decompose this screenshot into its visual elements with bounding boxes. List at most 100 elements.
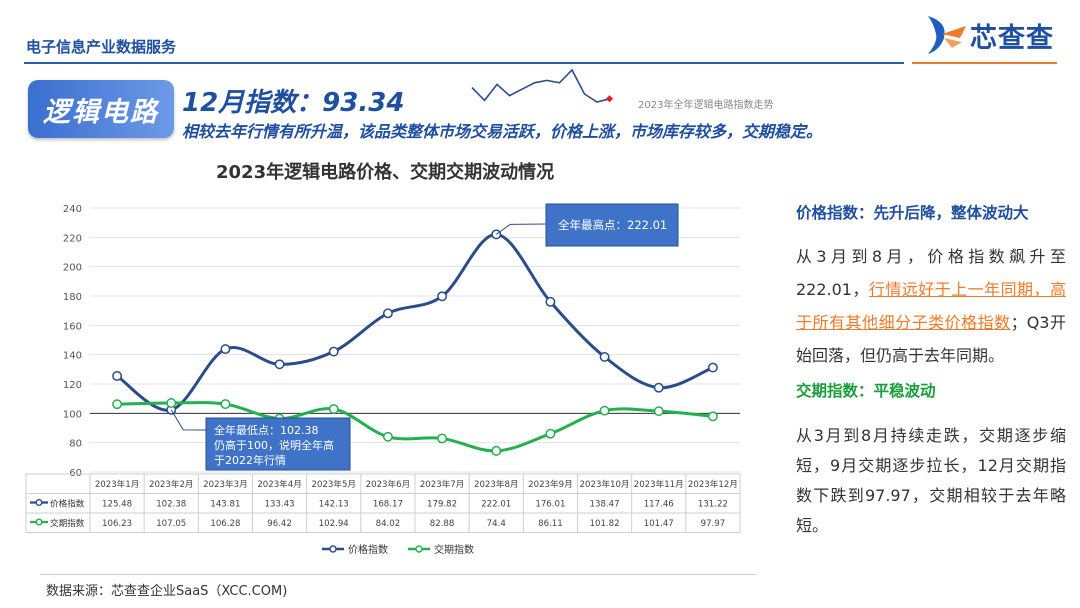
data-point — [437, 291, 448, 302]
sparkline-end-marker — [605, 95, 614, 103]
y-tick-label: 240 — [63, 204, 82, 215]
data-label: 138.47 — [590, 500, 620, 510]
data-label: 131.22 — [698, 500, 728, 510]
data-label: 117.46 — [644, 500, 674, 510]
data-label: 97.97 — [701, 519, 726, 529]
data-point — [166, 398, 177, 408]
price-text-highlight: 行情远好于上一年同期，高于所有其他细分子类价格指数 — [796, 280, 1066, 332]
price-text-post: ；Q3开始回落，但仍高于去年同期。 — [796, 313, 1066, 365]
data-point — [491, 445, 502, 456]
data-label: 101.82 — [590, 519, 620, 529]
data-point — [599, 405, 610, 416]
max-callout-box — [545, 203, 679, 247]
sparkline-label: 2023年全年逻辑电路指数走势 — [638, 100, 774, 111]
data-label: 133.43 — [265, 500, 295, 510]
line-chart: 6080100120140160180200220240全年最高点：222.01… — [25, 203, 741, 556]
lead-time-index-paragraph: 从3月到8月持续走跌，交期逐步缩短，9月交期逐步拉长，12月交期指数下跌到97.… — [796, 426, 1066, 535]
y-tick-label: 200 — [63, 263, 82, 274]
sparkline-path — [471, 68, 610, 103]
legend-label: 交期指数 — [434, 543, 474, 556]
logo-text: 芯查查 — [970, 23, 1054, 54]
data-label: 142.13 — [319, 500, 349, 510]
min-callout-box — [205, 417, 351, 471]
footer-divider — [40, 574, 756, 575]
data-label: 86.11 — [538, 519, 563, 529]
data-point — [707, 362, 718, 373]
data-point — [437, 433, 448, 444]
x-category-label: 2023年8月 — [474, 478, 519, 490]
data-label: 74.4 — [487, 519, 506, 529]
y-tick-label: 180 — [63, 292, 82, 303]
data-point — [545, 296, 556, 307]
x-category-label: 2023年1月 — [95, 478, 140, 490]
data-label: 179.82 — [427, 500, 457, 510]
data-label: 222.01 — [481, 500, 511, 510]
data-table-frame — [25, 473, 741, 533]
category-badge-label: 逻辑电路 — [43, 97, 159, 128]
header-divider-accent — [912, 62, 1057, 64]
data-label: 84.02 — [376, 519, 401, 529]
x-category-label: 2023年10月 — [580, 478, 630, 490]
index-title: 12月指数：93.34 — [182, 88, 405, 118]
data-label: 106.28 — [210, 519, 240, 529]
y-tick-label: 80 — [69, 439, 82, 450]
x-category-label: 2023年2月 — [149, 478, 194, 490]
table-legend-marker — [35, 499, 43, 507]
header-divider — [24, 62, 904, 64]
header-title: 电子信息产业数据服务 — [26, 38, 177, 56]
data-point — [220, 344, 231, 355]
data-point — [545, 428, 556, 439]
index-description: 相较去年行情有所升温，该品类整体市场交易活跃，价格上涨，市场库存较多，交期稳定。 — [182, 122, 823, 141]
legend-marker — [415, 545, 423, 553]
x-category-label: 2023年11月 — [634, 478, 684, 490]
table-series-name: 价格指数 — [50, 498, 85, 510]
data-point — [328, 346, 339, 357]
data-point — [112, 371, 123, 381]
y-tick-label: 220 — [63, 233, 82, 244]
data-point — [112, 399, 123, 410]
x-category-label: 2023年5月 — [311, 478, 356, 490]
legend-label: 价格指数 — [348, 543, 388, 556]
max-leader-line — [495, 223, 547, 235]
sparkline — [471, 68, 614, 103]
lead-time-index-heading: 交期指数：平稳波动 — [796, 382, 936, 400]
data-point — [653, 406, 664, 417]
category-badge: 逻辑电路 — [28, 80, 174, 138]
data-point — [382, 308, 393, 319]
data-label: 102.94 — [319, 519, 349, 529]
y-tick-label: 100 — [63, 409, 82, 420]
logo: 芯查查 — [922, 12, 1062, 58]
table-legend-marker — [35, 518, 43, 526]
table-series-name: 交期指数 — [50, 517, 85, 529]
data-point — [220, 399, 231, 410]
min-callout-text: 于2022年行情 — [214, 453, 286, 467]
x-category-label: 2023年9月 — [528, 478, 573, 490]
price-index-paragraph: 从3月到8月，价格指数飙升至222.01，行情远好于上一年同期，高于所有其他细分… — [796, 240, 1066, 372]
x-category-label: 2023年4月 — [257, 478, 302, 490]
chart-title: 2023年逻辑电路价格、交期交期波动情况 — [216, 162, 555, 183]
data-source: 数据来源：芯查查企业SaaS（XCC.COM) — [46, 584, 288, 599]
min-callout-text: 全年最低点：102.38 — [214, 423, 319, 437]
data-label: 96.42 — [267, 519, 292, 529]
y-tick-label: 120 — [63, 380, 82, 391]
data-point — [707, 411, 718, 422]
data-point — [328, 404, 339, 414]
data-label: 107.05 — [156, 519, 186, 529]
data-point — [653, 382, 664, 393]
min-leader-line — [170, 409, 207, 431]
data-point — [382, 431, 393, 442]
x-category-label: 2023年6月 — [366, 478, 411, 490]
price-text-pre: 从3月到8月，价格指数飙升至222.01， — [796, 247, 1066, 299]
x-category-label: 2023年3月 — [203, 478, 248, 490]
data-label: 82.88 — [430, 519, 455, 529]
data-point — [599, 351, 610, 362]
data-label: 176.01 — [535, 500, 565, 510]
data-label: 101.47 — [644, 519, 674, 529]
data-label: 102.38 — [156, 500, 186, 510]
price-index-heading: 价格指数：先升后降，整体波动大 — [796, 204, 1029, 222]
y-tick-label: 140 — [63, 351, 82, 362]
max-callout-text: 全年最高点：222.01 — [558, 218, 667, 232]
x-category-label: 2023年12月 — [688, 478, 738, 490]
min-callout-text: 仍高于100，说明全年高 — [214, 438, 334, 452]
data-point — [274, 359, 285, 370]
